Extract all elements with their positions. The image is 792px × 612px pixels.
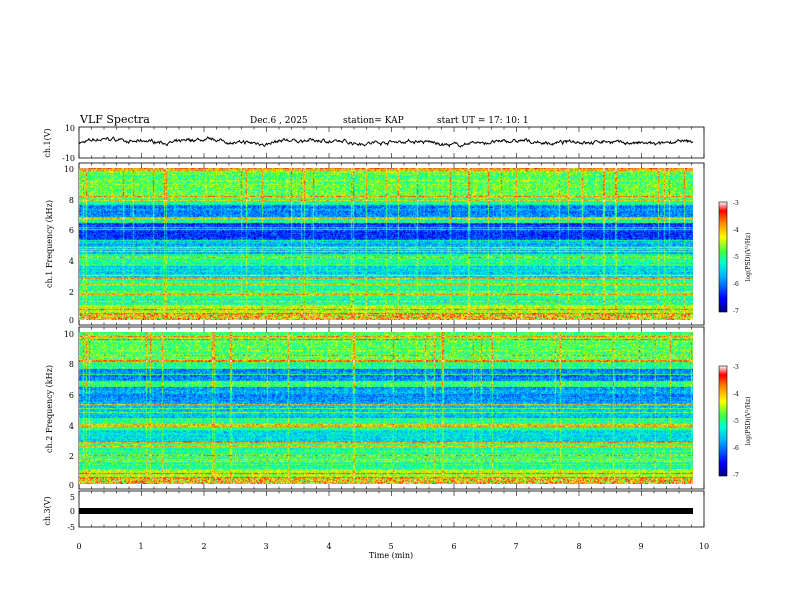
ch3-waveform-ylabel: ch.3(V) — [43, 496, 52, 525]
cb1-tick: -7 — [733, 308, 739, 315]
cb2-tick: -4 — [733, 391, 739, 398]
cb2-tick: -7 — [733, 472, 739, 479]
x-tick-label: 0 — [76, 542, 81, 551]
ch3-waveform-line — [79, 508, 693, 514]
x-tick-label: 4 — [326, 542, 331, 551]
ch2-colorbar: -3 -4 -5 -6 -7 log(PSD)(V²/Hz) — [718, 364, 752, 479]
x-tick-label: 8 — [576, 542, 581, 551]
ch3-ytick: 5 — [70, 493, 75, 502]
ch2-spec-ytick: 6 — [69, 391, 74, 400]
ch1-spectrogram — [79, 168, 693, 320]
x-tick-labels: 0 1 2 3 4 5 6 7 8 9 10 — [76, 542, 709, 551]
x-tick-label: 5 — [388, 542, 393, 551]
ch1-spec-ytick: 2 — [69, 288, 74, 297]
ch1-waveform-line — [78, 136, 694, 148]
cb1-label: log(PSD)(V²/Hz) — [745, 233, 752, 282]
start-time-label: start UT = 17: 10: 1 — [437, 116, 529, 126]
ch2-spec-yticks: 0 2 4 6 8 10 — [64, 330, 74, 490]
ch3-ytick: 0 — [70, 507, 75, 516]
ch3-ytick: -5 — [67, 523, 75, 532]
ch2-spec-ylabel: ch.2 Frequency (kHz) — [45, 365, 54, 453]
cb2-tick: -5 — [733, 418, 739, 425]
x-tick-label: 10 — [699, 542, 709, 551]
cb1-tick: -4 — [733, 227, 739, 234]
date-label: Dec.6 , 2025 — [250, 116, 308, 126]
x-tick-label: 3 — [263, 542, 268, 551]
ch1-ytick: -10 — [62, 154, 75, 163]
ch1-spec-ylabel: ch.1 Frequency (kHz) — [45, 200, 54, 288]
ch2-spec-ytick: 8 — [69, 360, 74, 369]
axis-ticks — [78, 127, 705, 527]
ch2-spec-ytick: 10 — [64, 330, 74, 339]
cb1-tick: -5 — [733, 254, 739, 261]
cb2-tick: -3 — [733, 364, 739, 371]
figure-title: VLF Spectra — [79, 113, 150, 126]
ch2-spectrogram — [79, 332, 693, 484]
ch2-spec-ytick: 2 — [69, 452, 74, 461]
x-tick-label: 6 — [451, 542, 456, 551]
cb2-label: log(PSD)(V²/Hz) — [745, 397, 752, 446]
ch2-spec-ytick: 0 — [69, 481, 74, 490]
station-label: station= KAP — [343, 116, 404, 126]
ch1-spec-yticks: 0 2 4 6 8 10 — [64, 165, 74, 325]
ch1-spec-ytick: 0 — [69, 316, 74, 325]
ch1-spec-ytick: 8 — [69, 196, 74, 205]
x-tick-label: 9 — [638, 542, 643, 551]
ch1-spec-ytick: 10 — [64, 165, 74, 174]
cb2-tick: -6 — [733, 445, 739, 452]
ch1-ytick: 10 — [65, 124, 75, 133]
x-tick-label: 1 — [138, 542, 143, 551]
ch1-colorbar: -3 -4 -5 -6 -7 log(PSD)(V²/Hz) — [718, 200, 752, 315]
ch2-spec-ytick: 4 — [69, 422, 74, 431]
x-tick-label: 7 — [513, 542, 518, 551]
ch1-waveform-ylabel: ch.1(V) — [43, 128, 52, 157]
ch1-spec-ytick: 4 — [69, 257, 74, 266]
x-tick-label: 2 — [201, 542, 206, 551]
cb1-tick: -6 — [733, 281, 739, 288]
cb1-tick: -3 — [733, 200, 739, 207]
x-axis-label: Time (min) — [369, 551, 413, 560]
ch1-spec-ytick: 6 — [69, 226, 74, 235]
